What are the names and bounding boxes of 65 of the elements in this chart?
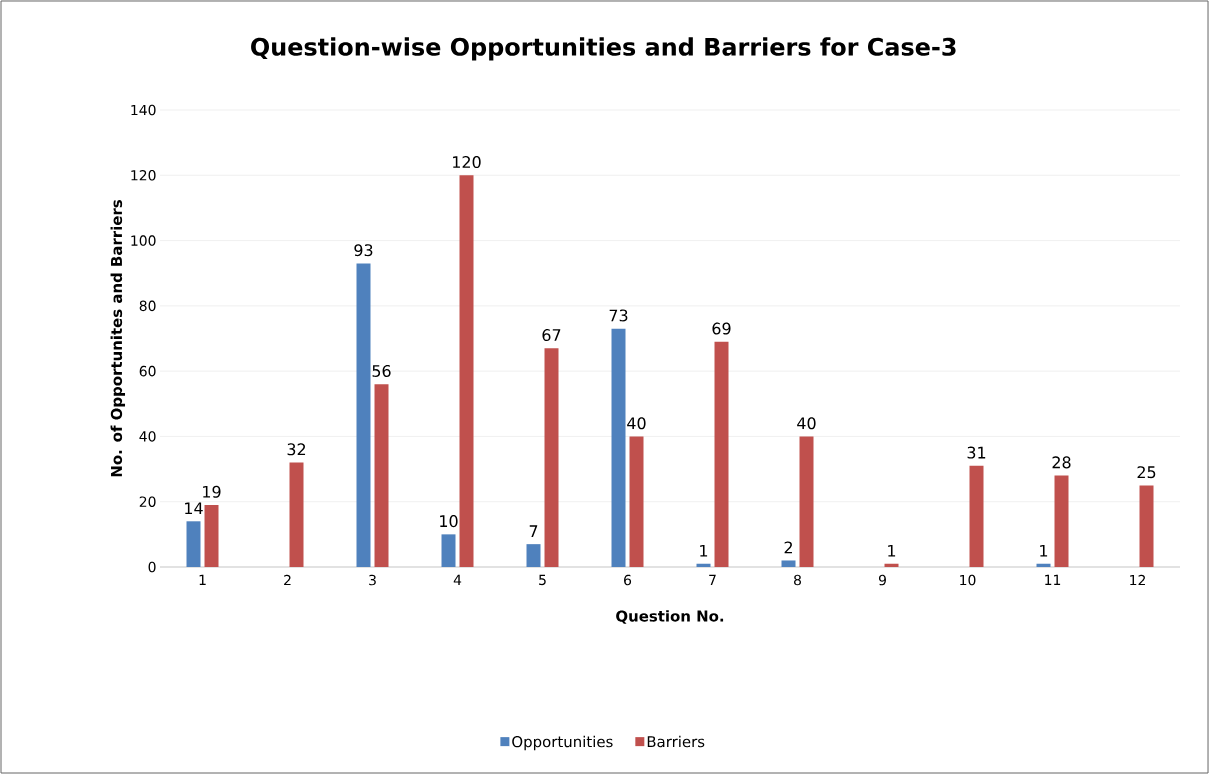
bar	[441, 534, 456, 567]
data-label: 31	[967, 446, 986, 459]
data-label: 14	[185, 502, 203, 515]
y-tick-label: 100	[131, 235, 156, 246]
data-label: 1	[700, 544, 708, 557]
bar	[799, 436, 814, 567]
y-tick-label: 40	[139, 431, 156, 442]
data-label: 28	[1052, 456, 1071, 469]
data-label: 67	[542, 329, 561, 342]
y-tick-label: 20	[139, 496, 156, 507]
data-label: 25	[1137, 466, 1156, 479]
x-tick-label: 3	[369, 574, 376, 586]
data-label: 120	[453, 156, 481, 169]
x-tick-label: 9	[878, 574, 886, 586]
data-label: 7	[529, 525, 538, 537]
x-tick-label: 12	[1130, 574, 1145, 586]
y-tick-label: 0	[148, 561, 156, 573]
data-label: 93	[354, 244, 373, 257]
bar	[374, 384, 389, 567]
bar	[204, 504, 219, 567]
x-tick-label: 8	[794, 574, 801, 586]
x-tick-label: 11	[1045, 574, 1061, 585]
y-tick-label: 60	[139, 365, 156, 377]
bar	[1036, 563, 1051, 567]
data-label: 19	[203, 485, 221, 498]
chart-title: Question-wise Opportunities and Barriers for Case-3	[251, 37, 956, 61]
bar	[611, 328, 626, 567]
data-label: 1	[888, 544, 896, 557]
bar	[289, 462, 304, 567]
bar	[629, 436, 644, 567]
bar	[186, 521, 201, 567]
x-tick-label: 4	[453, 574, 462, 585]
bar	[884, 563, 899, 567]
data-label: 2	[784, 541, 792, 554]
y-tick-label: 120	[131, 170, 156, 181]
bar	[526, 544, 541, 567]
data-label: 32	[287, 443, 306, 456]
bar	[781, 560, 796, 567]
y-axis-title: No. of Opportunites and Barriers	[110, 200, 126, 477]
bar	[969, 465, 984, 567]
bar	[714, 341, 729, 567]
data-label: 56	[372, 364, 391, 377]
bar	[1139, 485, 1154, 567]
data-label: 40	[797, 417, 816, 430]
y-tick-label: 140	[131, 104, 156, 116]
data-label: 73	[609, 309, 628, 322]
x-axis-title: Question No.	[616, 610, 724, 624]
legend-label: Barriers	[647, 735, 705, 748]
data-label: 10	[440, 515, 458, 528]
data-label: 40	[627, 417, 646, 430]
x-tick-label: 6	[624, 574, 632, 586]
x-tick-label: 5	[539, 574, 546, 586]
x-tick-label: 2	[284, 574, 291, 586]
bar	[356, 263, 371, 567]
data-label: 69	[712, 322, 731, 335]
x-tick-label: 1	[199, 574, 206, 585]
data-label: 1	[1040, 544, 1048, 557]
x-tick-label: 7	[709, 574, 716, 585]
bar	[696, 563, 711, 567]
y-tick-label: 80	[139, 300, 156, 312]
bar	[1054, 475, 1069, 567]
bar	[459, 175, 474, 567]
x-tick-label: 10	[960, 574, 976, 586]
legend-label: Opportunities	[512, 735, 613, 751]
bar	[544, 348, 559, 567]
